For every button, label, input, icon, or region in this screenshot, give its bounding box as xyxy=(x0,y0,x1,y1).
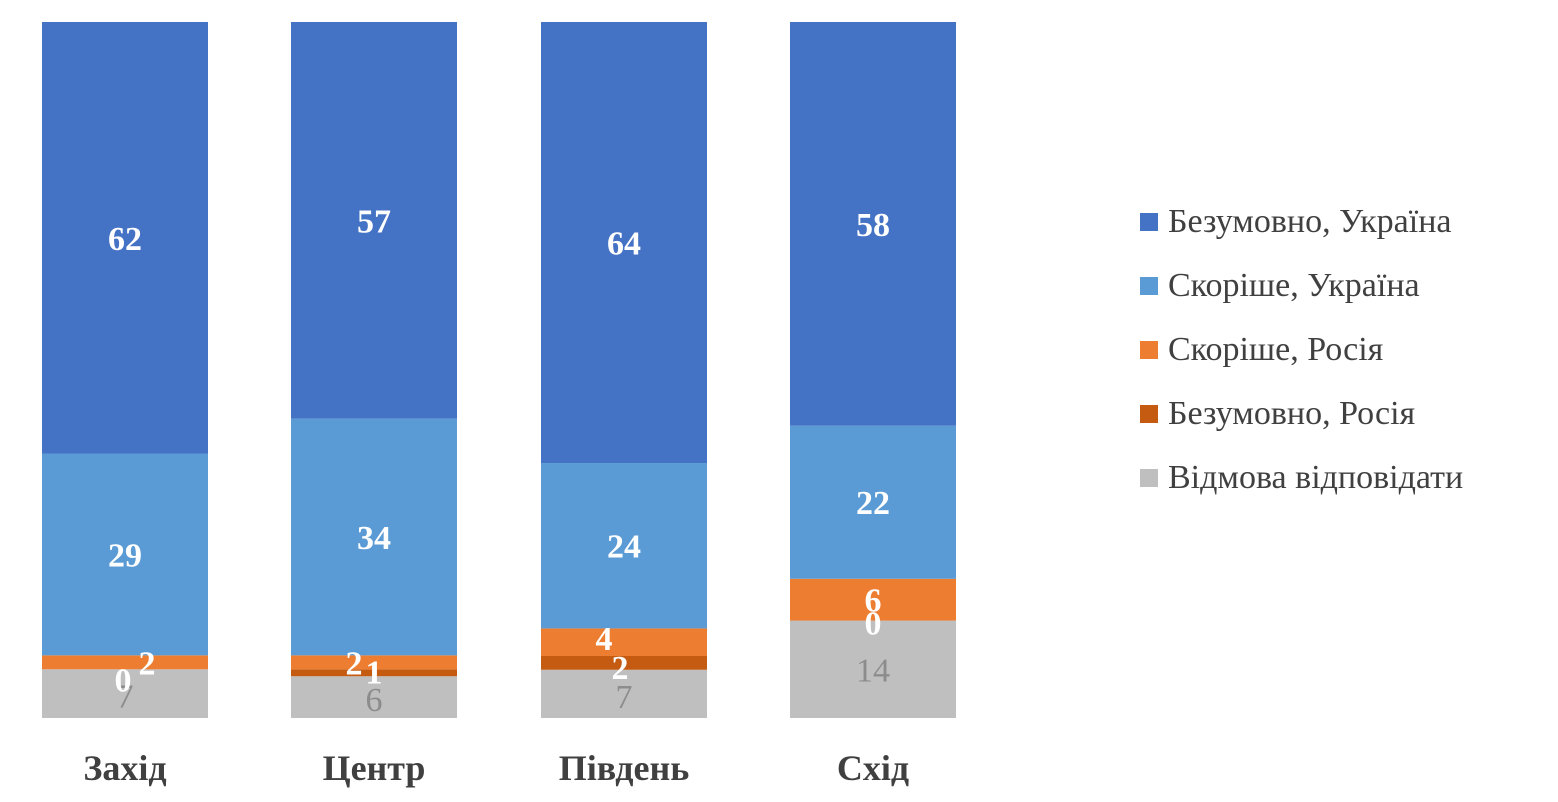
data-label: 7 xyxy=(117,679,134,716)
data-label: 29 xyxy=(108,537,142,574)
bar-segment xyxy=(541,628,707,656)
bar-segment xyxy=(790,425,956,579)
legend-swatch xyxy=(1140,469,1158,487)
chart-legend: Безумовно, Україна Скоріше, Україна Скоріш… xyxy=(1140,190,1463,510)
data-label: 1 xyxy=(366,654,383,691)
bar-segment xyxy=(541,463,707,629)
bar-segment xyxy=(42,655,208,670)
data-label: 64 xyxy=(607,226,641,263)
legend-swatch xyxy=(1140,277,1158,295)
legend-item: Скоріше, Україна xyxy=(1140,254,1463,318)
category-label: Центр xyxy=(323,748,426,788)
bar-segment xyxy=(291,418,457,656)
legend-item: Скоріше, Росія xyxy=(1140,318,1463,382)
data-label: 2 xyxy=(346,645,363,682)
data-label: 6 xyxy=(366,682,383,719)
bar-segment xyxy=(541,22,707,464)
legend-item: Безумовно, Росія xyxy=(1140,382,1463,446)
data-label: 58 xyxy=(856,207,890,244)
bar-segment xyxy=(42,22,208,454)
bar-segment xyxy=(291,22,457,419)
legend-label: Скоріше, Росія xyxy=(1168,331,1384,368)
bar-segment xyxy=(790,22,956,426)
data-label: 14 xyxy=(856,652,890,689)
legend-swatch xyxy=(1140,405,1158,423)
legend-item: Безумовно, Україна xyxy=(1140,190,1463,254)
data-label: 22 xyxy=(856,485,890,522)
data-label: 4 xyxy=(596,621,613,658)
legend-label: Безумовно, Україна xyxy=(1168,203,1452,240)
data-label: 24 xyxy=(607,529,641,566)
data-label: 7 xyxy=(616,679,633,716)
category-label: Південь xyxy=(559,748,690,788)
bar-segment xyxy=(790,620,956,718)
bar-segment xyxy=(42,669,208,718)
bar-segment xyxy=(541,655,707,670)
data-label: 0 xyxy=(115,662,132,699)
data-label: 2 xyxy=(612,650,629,687)
bar-segment xyxy=(790,578,956,621)
data-label: 57 xyxy=(357,203,391,240)
legend-swatch xyxy=(1140,341,1158,359)
data-label: 34 xyxy=(357,520,391,557)
data-label: 6 xyxy=(865,583,882,620)
bar-segment xyxy=(291,669,457,677)
legend-label: Скоріше, Україна xyxy=(1168,267,1420,304)
bar-segment xyxy=(42,453,208,656)
category-label: Захід xyxy=(83,748,166,788)
bar-segment xyxy=(291,655,457,670)
legend-label: Відмова відповідати xyxy=(1168,459,1464,496)
legend-swatch xyxy=(1140,213,1158,231)
bar-segment xyxy=(541,669,707,718)
data-label: 62 xyxy=(108,221,142,258)
legend-label: Безумовно, Росія xyxy=(1168,395,1416,432)
bar-segment xyxy=(291,676,457,718)
data-label: 0 xyxy=(865,606,882,643)
data-label: 2 xyxy=(139,645,156,682)
category-label: Схід xyxy=(837,748,909,788)
legend-item: Відмова відповідати xyxy=(1140,446,1463,510)
